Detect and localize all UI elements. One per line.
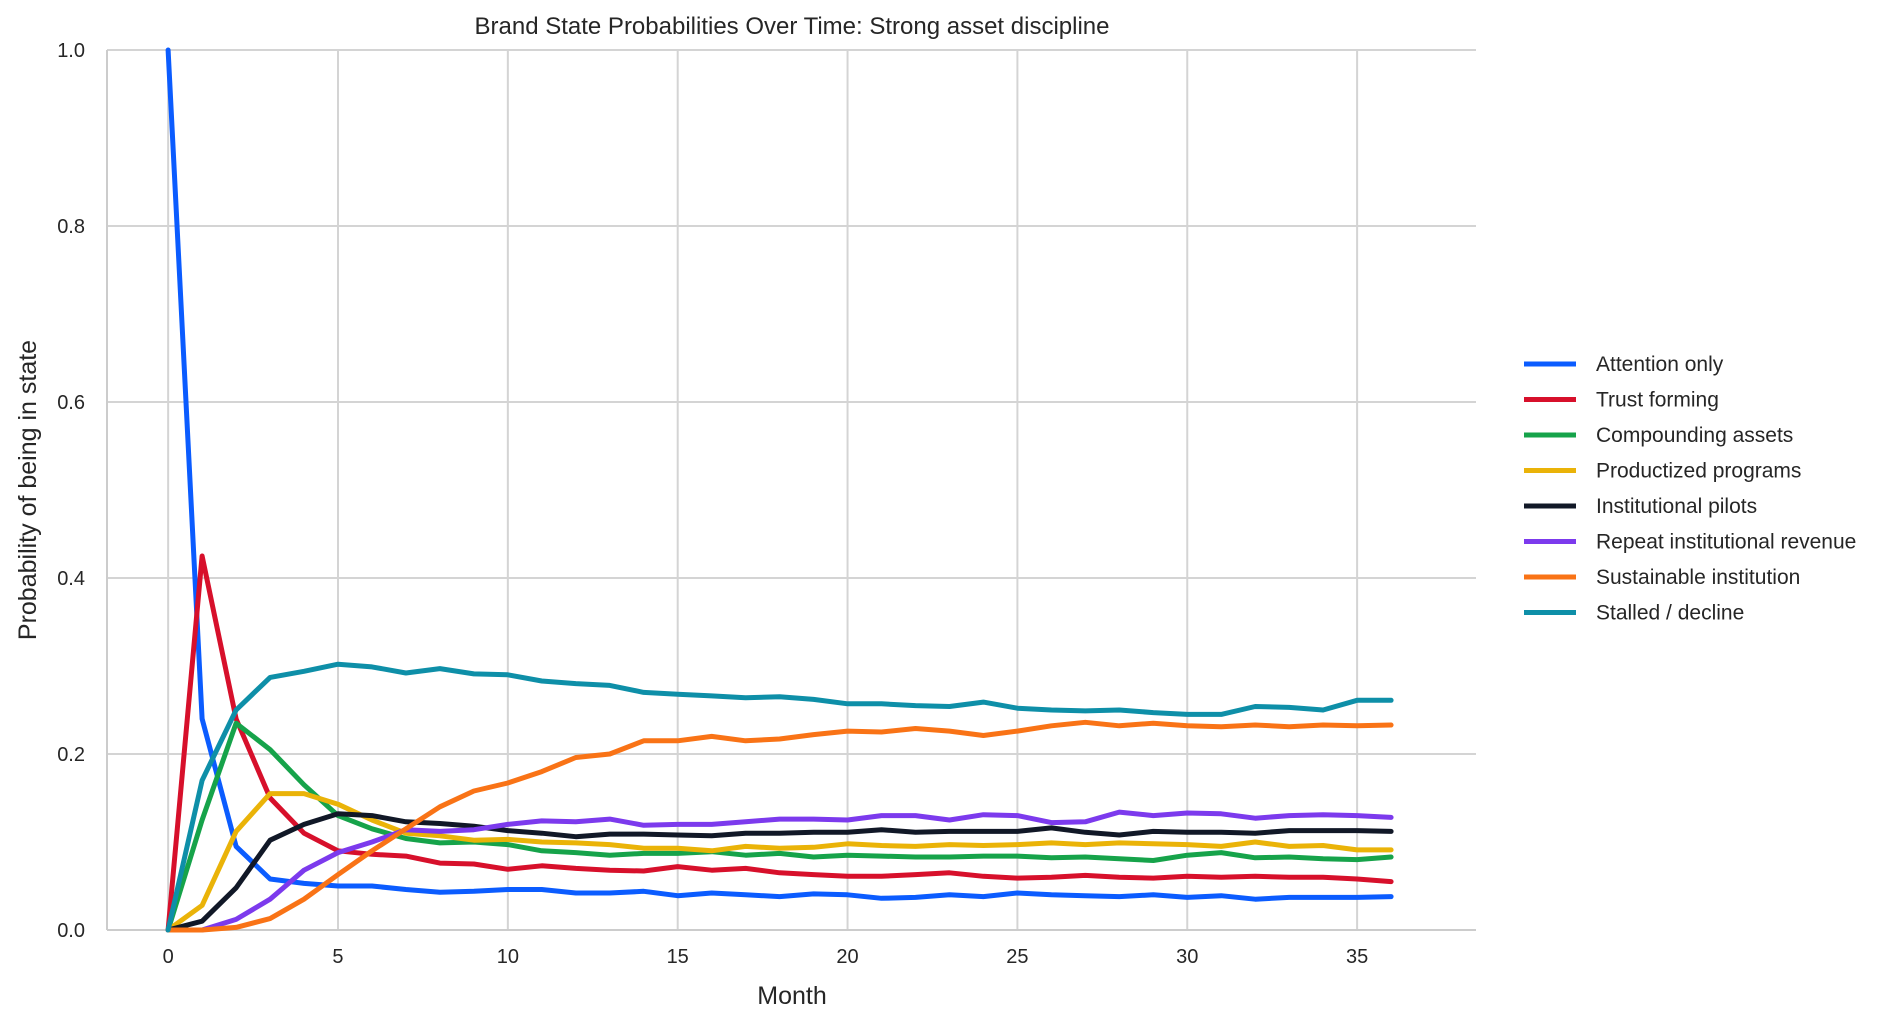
series-line-trust-forming [165,553,1394,933]
x-tick-label: 15 [667,946,689,968]
series-line-attention-only [165,47,1394,902]
legend-item-trust-forming: Trust forming [1524,389,1719,412]
tick-labels: 0 5 10 15 20 25 30 35 0.0 0.2 0.4 0.6 0.8 1.0 [57,40,1368,968]
x-tick-label: 0 [163,946,174,968]
y-tick-label: 1.0 [57,40,85,62]
y-tick-label: 0.2 [57,744,85,766]
legend-item-productized-programs: Productized programs [1524,460,1801,483]
y-axis-label: Probability of being in state [14,340,42,640]
x-tick-label: 35 [1346,946,1368,968]
legend-label: Productized programs [1596,460,1801,483]
x-tick-label: 5 [332,946,343,968]
series-line-productized-programs [165,791,1394,933]
legend: Attention only Trust forming Compounding a… [1524,353,1856,625]
legend-label: Trust forming [1596,389,1719,412]
series-line-repeat-institutional-revenue [165,809,1394,933]
y-tick-label: 0.8 [57,216,85,238]
x-tick-label: 20 [836,946,858,968]
legend-item-compounding-assets: Compounding assets [1524,424,1793,447]
x-tick-label: 25 [1006,946,1028,968]
legend-item-institutional-pilots: Institutional pilots [1524,495,1757,518]
x-tick-label: 30 [1176,946,1198,968]
legend-label: Stalled / decline [1596,602,1744,625]
series-lines [165,47,1394,933]
grid [107,49,1476,931]
legend-item-stalled-decline: Stalled / decline [1524,602,1744,625]
legend-item-attention-only: Attention only [1524,353,1724,376]
legend-label: Sustainable institution [1596,566,1800,589]
series-line-compounding-assets [165,720,1394,933]
legend-item-sustainable-institution: Sustainable institution [1524,566,1800,589]
legend-label: Compounding assets [1596,424,1793,447]
x-tick-label: 10 [497,946,519,968]
series-line-institutional-pilots [165,811,1394,933]
legend-label: Repeat institutional revenue [1596,531,1856,554]
chart-title: Brand State Probabilities Over Time: Str… [475,13,1110,40]
legend-label: Attention only [1596,353,1724,376]
legend-label: Institutional pilots [1596,495,1757,518]
series-line-stalled-decline [165,661,1394,933]
x-axis-label: Month [757,982,826,1010]
axes [106,50,1476,931]
y-tick-label: 0.0 [57,920,85,942]
series-line-sustainable-institution [165,719,1394,933]
y-tick-label: 0.4 [57,568,85,590]
y-tick-label: 0.6 [57,392,85,414]
legend-item-repeat-institutional-revenue: Repeat institutional revenue [1524,531,1856,554]
